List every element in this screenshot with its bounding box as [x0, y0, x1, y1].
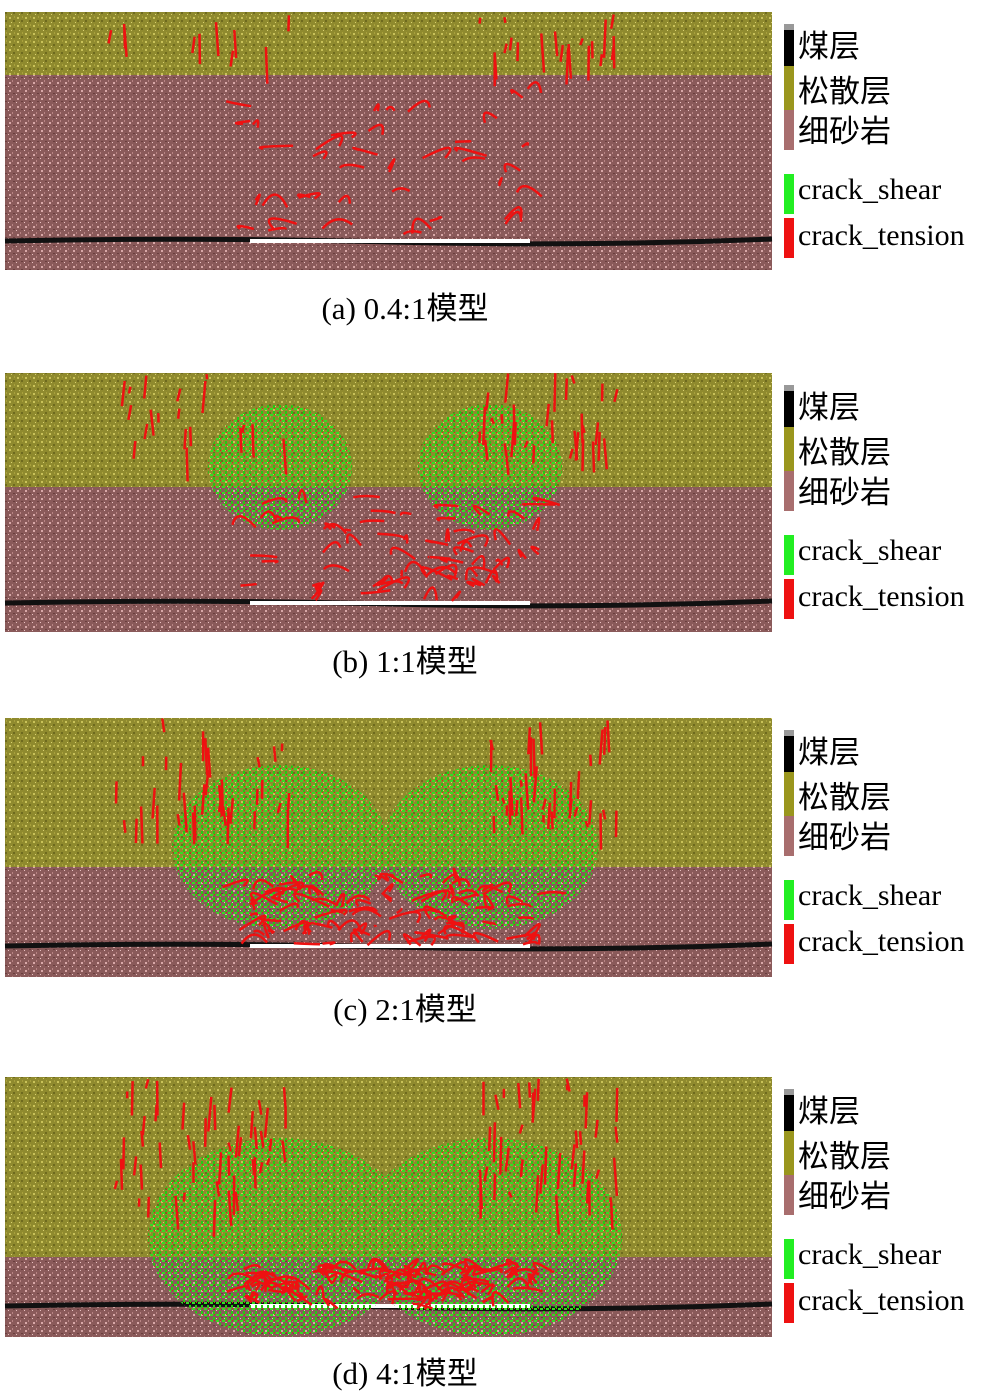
- legend-label: crack_shear: [798, 1238, 941, 1271]
- goaf: [250, 944, 530, 948]
- legend-swatch: [784, 391, 794, 427]
- legend-swatch: [784, 66, 794, 110]
- caption: (c) 2:1模型: [333, 992, 477, 1027]
- legend-swatch: [784, 1283, 794, 1323]
- shear-zone: [172, 765, 388, 929]
- legend-swatch: [784, 110, 794, 150]
- legend-swatch: [784, 535, 794, 575]
- legend-label: 细砂岩: [798, 475, 891, 510]
- legend-swatch: [784, 385, 794, 391]
- legend-swatch: [784, 30, 794, 66]
- legend-label: crack_shear: [798, 534, 941, 567]
- legend-swatch: [784, 736, 794, 772]
- legend-label: 煤层: [798, 29, 860, 64]
- legend-label: 细砂岩: [798, 114, 891, 149]
- legend-label: 煤层: [798, 1094, 860, 1129]
- legend-label: crack_tension: [798, 1284, 965, 1317]
- legend-swatch: [784, 471, 794, 511]
- legend-label: 煤层: [798, 735, 860, 770]
- legend-label: crack_tension: [798, 219, 965, 252]
- caption: (d) 4:1模型: [332, 1356, 478, 1391]
- shear-zone: [382, 765, 598, 929]
- legend-swatch: [784, 772, 794, 816]
- goaf: [250, 601, 530, 605]
- legend-label: 煤层: [798, 390, 860, 425]
- tension-cracks: [113, 1078, 619, 1310]
- legend-label: 松散层: [798, 435, 891, 470]
- legend-label: 松散层: [798, 780, 891, 815]
- legend-label: crack_shear: [798, 879, 941, 912]
- shear-zone: [418, 404, 562, 530]
- legend-swatch: [784, 1131, 794, 1175]
- shear-zone: [208, 404, 352, 530]
- legend-swatch: [784, 1175, 794, 1215]
- legend-swatch: [784, 1095, 794, 1131]
- legend-swatch: [784, 174, 794, 214]
- loose-layer: [5, 373, 772, 487]
- goaf: [250, 239, 530, 243]
- caption: (a) 0.4:1模型: [321, 291, 488, 326]
- legend-swatch: [784, 427, 794, 471]
- legend-swatch: [784, 218, 794, 258]
- legend-label: crack_shear: [798, 173, 941, 206]
- loose-layer: [5, 12, 772, 75]
- tension-cracks: [120, 373, 619, 602]
- legend-label: 松散层: [798, 74, 891, 109]
- legend-swatch: [784, 880, 794, 920]
- legend-swatch: [784, 1239, 794, 1279]
- legend-label: 细砂岩: [798, 820, 891, 855]
- legend-label: crack_tension: [798, 925, 965, 958]
- legend-swatch: [784, 730, 794, 736]
- legend-swatch: [784, 816, 794, 856]
- tension-cracks: [114, 718, 618, 947]
- legend-swatch: [784, 924, 794, 964]
- legend-swatch: [784, 1089, 794, 1095]
- tension-cracks: [107, 14, 616, 236]
- legend-swatch: [784, 579, 794, 619]
- shear-zone: [148, 1138, 412, 1336]
- goaf: [250, 1304, 530, 1308]
- caption: (b) 1:1模型: [332, 644, 478, 679]
- legend-swatch: [784, 24, 794, 30]
- legend-label: crack_tension: [798, 580, 965, 613]
- legend-label: 松散层: [798, 1139, 891, 1174]
- legend-label: 细砂岩: [798, 1179, 891, 1214]
